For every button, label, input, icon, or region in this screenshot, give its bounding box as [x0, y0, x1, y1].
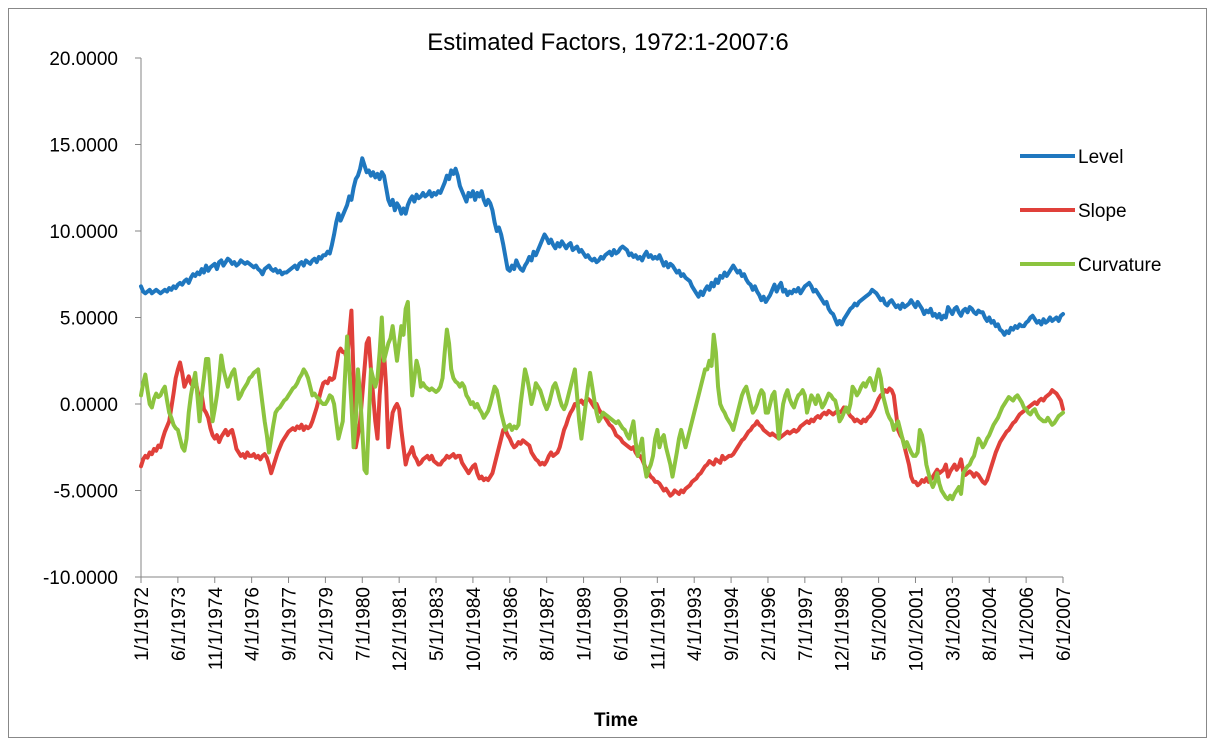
x-tick-label: 9/1/1994 [722, 587, 743, 661]
x-tick-label: 4/1/1976 [243, 587, 264, 661]
x-tick-label: 10/1/2001 [906, 587, 927, 672]
y-tick-label: 10.0000 [49, 222, 118, 243]
x-tick-label: 3/1/2003 [943, 587, 964, 661]
x-tick-label: 1/1/1972 [132, 587, 153, 661]
x-tick-label: 6/1/1990 [611, 587, 632, 661]
series-line [139, 299, 1065, 502]
y-tick-label: -10.0000 [43, 568, 118, 589]
x-tick-label: 11/1/1991 [648, 587, 669, 670]
x-tick-label: 8/1/2004 [980, 587, 1001, 661]
x-tick-label: 5/1/1983 [427, 587, 448, 661]
x-tick-label: 8/1/1987 [538, 587, 559, 661]
x-tick-label: 12/1/1998 [833, 587, 854, 672]
y-tick-label: -5.0000 [54, 482, 118, 503]
legend-label: Level [1078, 147, 1123, 168]
x-tick-label: 9/1/1977 [280, 587, 301, 661]
x-tick-label: 1/1/1989 [575, 587, 596, 661]
legend-label: Curvature [1078, 255, 1161, 276]
y-tick-label: 20.0000 [49, 49, 118, 70]
y-tick-label: 0.0000 [60, 395, 118, 416]
x-tick-label: 5/1/2000 [870, 587, 891, 661]
x-tick-label: 12/1/1981 [390, 587, 411, 672]
y-tick-label: 5.0000 [60, 309, 118, 330]
x-tick-label: 1/1/2006 [1017, 587, 1038, 661]
x-tick-label: 6/1/1973 [169, 587, 190, 661]
x-tick-label: 2/1/1979 [316, 587, 337, 661]
x-tick-label: 2/1/1996 [759, 587, 780, 661]
chart-title: Estimated Factors, 1972:1-2007:6 [427, 29, 789, 56]
x-tick-label: 6/1/2007 [1054, 587, 1075, 661]
x-tick-label: 7/1/1997 [796, 587, 817, 661]
x-tick-label: 3/1/1986 [501, 587, 522, 661]
legend-label: Slope [1078, 201, 1127, 222]
x-tick-label: 10/1/1984 [464, 587, 485, 672]
x-tick-label: 11/1/1974 [206, 587, 227, 671]
series-line [139, 156, 1065, 337]
x-tick-label: 4/1/1993 [685, 587, 706, 661]
x-tick-label: 7/1/1980 [353, 587, 374, 661]
x-axis-title: Time [594, 710, 638, 731]
y-tick-label: 15.0000 [49, 136, 118, 157]
